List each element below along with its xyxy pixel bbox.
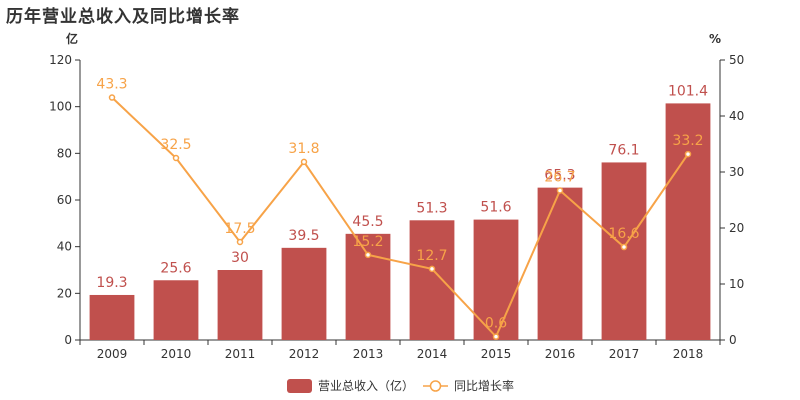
- bar: [345, 233, 391, 340]
- bar: [89, 294, 135, 340]
- bar: [153, 280, 199, 340]
- line-point: [364, 251, 372, 259]
- x-tick-label: 2011: [225, 347, 256, 361]
- bar-value-label: 51.6: [480, 200, 511, 216]
- bar: [281, 247, 327, 340]
- y-left-tick-label: 60: [57, 193, 72, 207]
- bar-value-label: 25.6: [160, 260, 191, 276]
- legend-line-label: 同比增长率: [454, 378, 514, 393]
- line-point: [684, 150, 692, 158]
- bar-series: [89, 103, 711, 341]
- line-point: [300, 158, 308, 166]
- y-right-tick-label: 0: [729, 333, 737, 347]
- y-left-tick-label: 80: [57, 146, 72, 160]
- bar-value-label: 39.5: [288, 228, 319, 244]
- x-tick-label: 2013: [353, 347, 384, 361]
- bar: [409, 220, 455, 340]
- x-tick-label: 2010: [161, 347, 192, 361]
- chart-title: 历年营业总收入及同比增长率: [6, 7, 240, 27]
- line-value-label: 43.3: [96, 77, 127, 93]
- bar-value-label: 30: [231, 250, 249, 266]
- y-right-tick-label: 30: [729, 165, 744, 179]
- bar-value-label: 19.3: [96, 275, 127, 291]
- bar: [665, 103, 711, 341]
- line-value-label: 15.2: [352, 234, 383, 250]
- bar: [601, 162, 647, 340]
- line-value-label: 12.7: [416, 248, 447, 264]
- line-value-label: 32.5: [160, 137, 191, 153]
- x-tick-label: 2016: [545, 347, 576, 361]
- bar-value-label: 65.3: [544, 168, 575, 184]
- y-left-tick-label: 20: [57, 286, 72, 300]
- y-left-tick-label: 40: [57, 240, 72, 254]
- line-point: [492, 333, 500, 340]
- y-left-tick-label: 0: [64, 333, 72, 347]
- bar: [537, 187, 583, 340]
- y-right-tick-label: 40: [729, 109, 744, 123]
- bar-value-label: 101.4: [668, 83, 708, 99]
- legend-bar-swatch: [287, 379, 312, 393]
- line-series: [108, 94, 692, 340]
- line-point: [172, 154, 180, 162]
- line-value-label: 31.8: [288, 141, 319, 157]
- x-tick-label: 2012: [289, 347, 320, 361]
- line-point: [108, 94, 116, 101]
- y-left-tick-label: 120: [49, 53, 72, 67]
- bar: [217, 270, 263, 340]
- line-point: [236, 238, 244, 246]
- line-point: [428, 265, 436, 273]
- line-value-label: 16.6: [608, 226, 639, 242]
- bar-value-label: 76.1: [608, 142, 639, 158]
- line-value-label: 26.7: [544, 169, 575, 185]
- line-point: [556, 187, 564, 194]
- data-labels: 19.3 25.6 30 39.5 45.5 51.3 51.6 65.3 76.1 101.4 4…: [96, 77, 708, 332]
- x-tick-label: 2014: [417, 347, 448, 361]
- line-value-label: 0.6: [485, 316, 507, 332]
- y-right-unit: %: [709, 32, 721, 46]
- bar-value-label: 51.3: [416, 200, 447, 216]
- x-tick-label: 2018: [673, 347, 704, 361]
- y-left-unit: 亿: [66, 31, 78, 46]
- axes: 0 20 40 60 80 100 120 亿 0 10 20 30 40 50% 2009 2010 2011…: [49, 31, 744, 361]
- x-tick-label: 2009: [97, 347, 128, 361]
- y-right-tick-label: 50: [729, 53, 744, 67]
- y-right-tick-label: 10: [729, 277, 744, 291]
- growth-line: [111, 96, 689, 339]
- line-value-label: 33.2: [672, 133, 703, 149]
- line-point: [620, 243, 628, 251]
- y-left-tick-label: 100: [49, 100, 72, 114]
- line-value-label: 17.5: [224, 221, 255, 237]
- bar-value-label: 45.5: [352, 214, 383, 230]
- legend: 营业总收入（亿） 同比增长率: [287, 378, 514, 393]
- legend-line-marker: [429, 380, 442, 392]
- x-tick-label: 2015: [481, 347, 512, 361]
- legend-bar-label: 营业总收入（亿）: [318, 378, 414, 393]
- y-right-tick-label: 20: [729, 221, 744, 235]
- x-tick-label: 2017: [609, 347, 640, 361]
